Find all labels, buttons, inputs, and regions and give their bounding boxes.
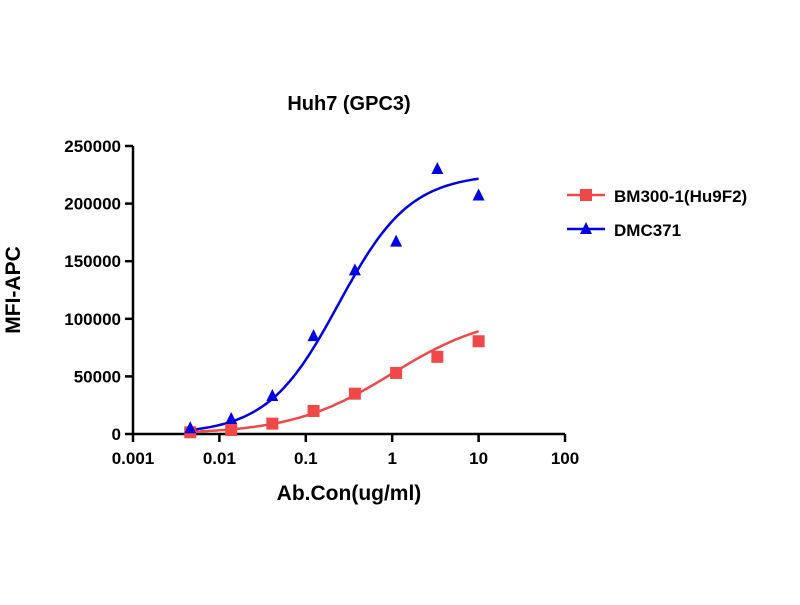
y-tick-label: 0 (112, 425, 121, 444)
x-tick-label: 10 (469, 449, 488, 468)
data-point (184, 421, 197, 434)
y-tick-label: 150000 (64, 252, 121, 271)
data-point (266, 417, 279, 430)
data-point (225, 412, 238, 425)
y-tick-label: 100000 (64, 310, 121, 329)
data-point (348, 387, 361, 400)
fit-curve-1 (190, 177, 479, 432)
y-tick-label: 50000 (74, 367, 121, 386)
legend-marker (580, 189, 592, 201)
y-tick-label: 200000 (64, 195, 121, 214)
legend-label: DMC371 (614, 221, 681, 240)
data-point (225, 423, 238, 436)
data-point (307, 329, 320, 342)
data-point (307, 404, 320, 417)
legend-label: BM300-1(Hu9F2) (614, 187, 747, 206)
x-tick-label: 0.1 (294, 449, 318, 468)
data-point (472, 335, 485, 348)
x-axis-label: Ab.Con(ug/ml) (277, 482, 422, 505)
data-point (348, 263, 361, 276)
legend-marker (580, 222, 592, 234)
y-axis-label: MFI-APC (2, 246, 25, 334)
chart-title: Huh7 (GPC3) (287, 93, 410, 115)
data-point (390, 366, 403, 379)
x-tick-label: 100 (551, 449, 579, 468)
data-point (431, 350, 444, 363)
data-point (472, 188, 485, 201)
y-tick-label: 250000 (64, 137, 121, 156)
x-tick-label: 1 (387, 449, 396, 468)
x-tick-label: 0.01 (203, 449, 236, 468)
data-point (431, 162, 444, 175)
fit-curve-0 (190, 330, 479, 434)
x-tick-label: 0.001 (112, 449, 155, 468)
data-point (266, 388, 279, 401)
data-point (390, 234, 403, 247)
